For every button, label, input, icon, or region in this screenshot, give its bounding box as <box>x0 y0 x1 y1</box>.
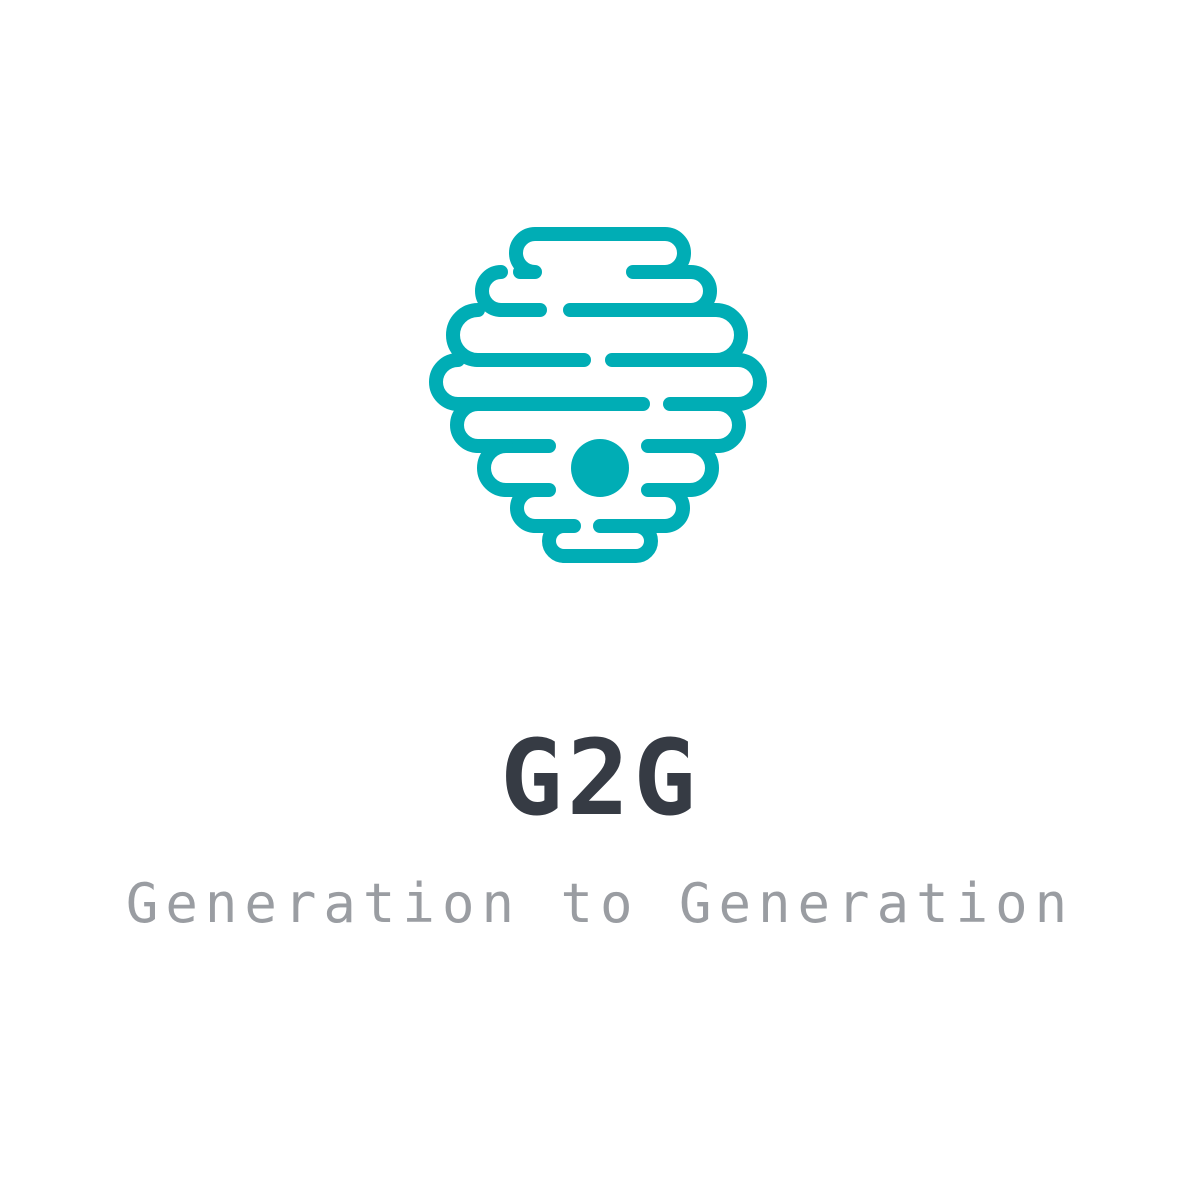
brand-tagline: Generation to Generation <box>125 872 1075 935</box>
hive-entrance-dot <box>571 439 629 497</box>
beehive-icon <box>429 227 767 563</box>
brand-name: G2G <box>500 717 700 839</box>
